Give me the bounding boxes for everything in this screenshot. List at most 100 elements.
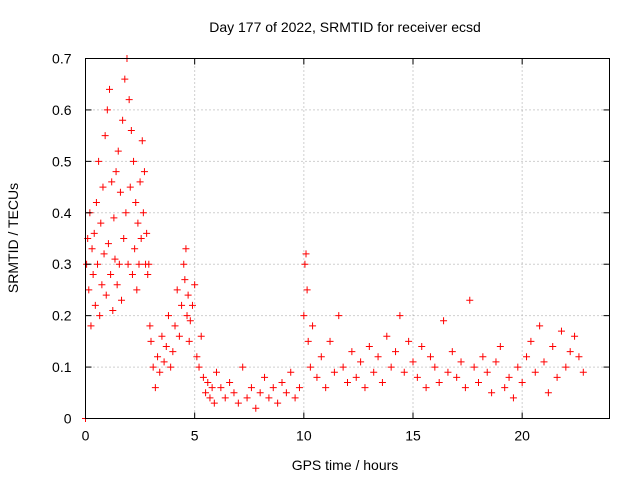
data-point	[87, 322, 95, 330]
data-points	[82, 55, 587, 422]
data-point	[303, 286, 311, 294]
data-point	[274, 399, 282, 407]
data-point	[383, 332, 391, 340]
data-point	[154, 353, 162, 361]
data-point	[173, 286, 181, 294]
data-point	[426, 353, 434, 361]
data-point	[501, 384, 509, 392]
data-point	[243, 394, 251, 402]
data-point	[413, 373, 421, 381]
data-point	[144, 271, 152, 278]
data-point	[131, 245, 139, 253]
data-point	[180, 260, 188, 268]
data-point	[322, 384, 330, 392]
data-point	[405, 337, 413, 345]
data-point	[108, 178, 116, 186]
data-point	[156, 368, 164, 376]
data-point	[479, 353, 487, 361]
data-point	[171, 322, 179, 330]
data-point	[139, 209, 147, 217]
data-point	[162, 343, 170, 350]
data-point	[326, 337, 334, 345]
data-point	[409, 358, 417, 366]
data-point	[309, 322, 317, 330]
data-point	[553, 373, 561, 381]
x-tick-label: 10	[296, 428, 312, 444]
data-point	[536, 322, 544, 330]
data-point	[98, 281, 106, 289]
data-point	[230, 389, 238, 397]
axis-ticks: 0 5 10 15 20 0 0.1 0.2 0.3 0.4 0.5 0.6 0.7	[52, 51, 610, 444]
data-point	[95, 157, 103, 165]
data-point	[540, 358, 548, 366]
data-point	[226, 379, 234, 386]
data-point	[357, 358, 365, 366]
data-point	[523, 353, 531, 361]
data-point	[146, 322, 154, 330]
data-point	[119, 116, 127, 124]
data-point	[304, 337, 312, 345]
data-point	[496, 343, 504, 350]
data-point	[114, 147, 122, 155]
data-point	[448, 348, 456, 356]
data-point	[118, 296, 126, 304]
data-point	[121, 75, 129, 83]
data-point	[149, 363, 157, 371]
data-point	[306, 363, 314, 371]
data-point	[361, 384, 369, 392]
data-point	[566, 348, 574, 356]
y-tick-label: 0.2	[52, 308, 72, 324]
data-point	[110, 214, 118, 222]
y-tick-label: 0.5	[52, 153, 72, 169]
data-point	[431, 363, 439, 371]
data-point	[102, 291, 110, 299]
chart-title: Day 177 of 2022, SRMTID for receiver ecs…	[209, 19, 481, 35]
data-point	[137, 235, 145, 242]
data-point	[202, 389, 210, 397]
data-point	[90, 229, 98, 237]
data-point	[265, 394, 273, 402]
data-point	[444, 368, 452, 376]
data-point	[88, 245, 96, 253]
data-point	[182, 245, 190, 253]
y-tick-label: 0.1	[52, 359, 72, 375]
data-point	[317, 353, 325, 361]
data-point	[128, 271, 136, 278]
data-point	[488, 389, 496, 397]
data-point	[492, 358, 500, 366]
data-point	[579, 368, 587, 376]
data-point	[302, 250, 310, 258]
data-point	[422, 384, 430, 392]
data-point	[208, 384, 216, 392]
data-point	[99, 183, 107, 191]
data-point	[103, 106, 111, 114]
data-point	[210, 399, 218, 407]
data-point	[112, 168, 120, 176]
data-point	[300, 312, 308, 320]
data-point	[348, 348, 356, 356]
data-point	[116, 188, 124, 196]
data-point	[234, 399, 242, 407]
data-point	[145, 260, 153, 268]
data-point	[167, 363, 175, 371]
data-point	[217, 384, 225, 392]
data-point	[158, 332, 166, 340]
data-point	[181, 276, 189, 284]
data-point	[164, 312, 172, 320]
data-point	[575, 353, 583, 361]
data-point	[91, 301, 99, 309]
data-point	[221, 394, 229, 402]
data-point	[352, 373, 360, 381]
data-point	[400, 368, 408, 376]
data-point	[282, 389, 290, 397]
data-point	[134, 219, 142, 227]
data-point	[127, 127, 135, 134]
data-point	[453, 373, 461, 381]
data-point	[106, 85, 114, 93]
y-axis-label: SRMTID / TECUs	[5, 183, 21, 293]
data-point	[466, 296, 474, 304]
data-point	[122, 209, 130, 217]
x-axis-label: GPS time / hours	[292, 457, 399, 473]
data-point	[252, 404, 260, 412]
